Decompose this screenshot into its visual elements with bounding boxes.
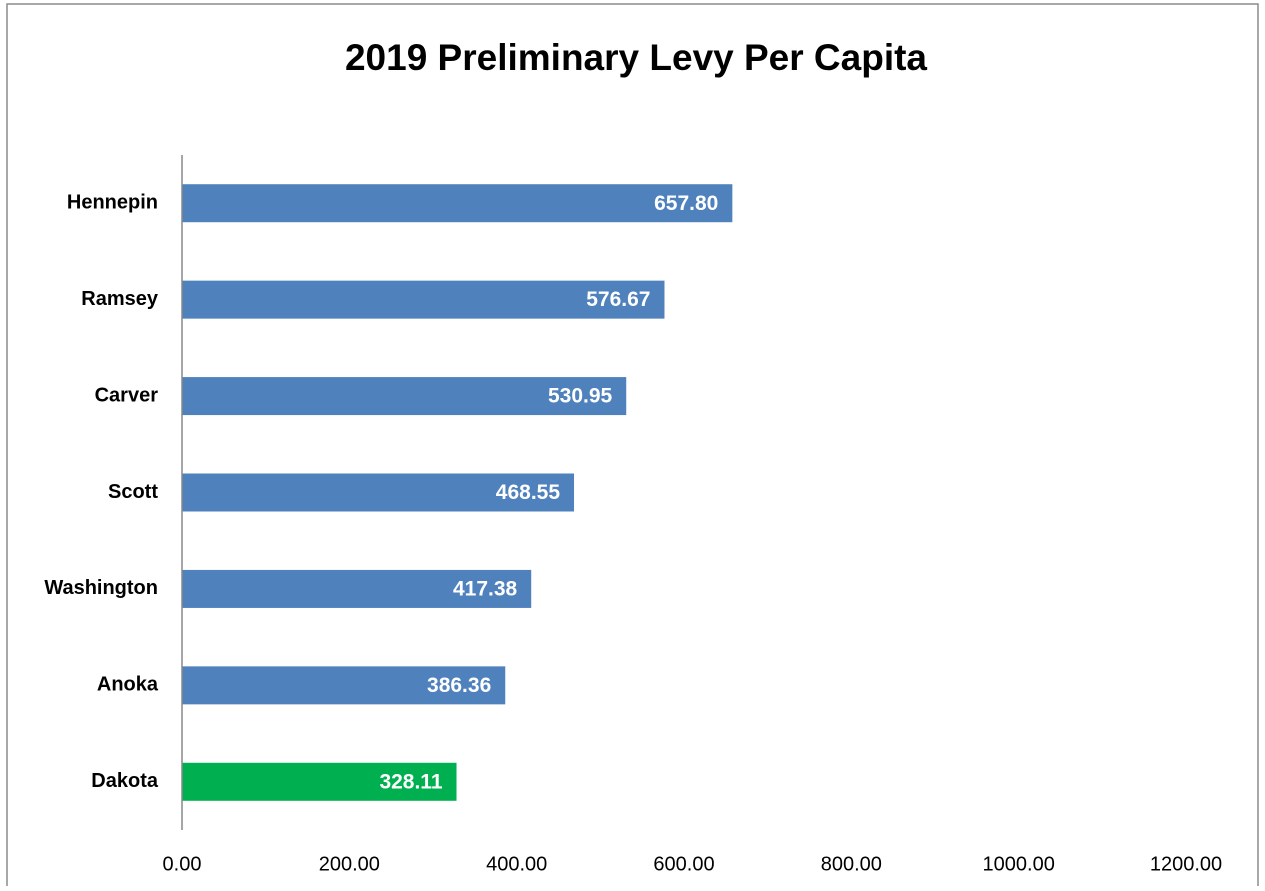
bar xyxy=(182,473,575,512)
x-tick-label: 1000.00 xyxy=(983,853,1055,875)
y-tick-label: Dakota xyxy=(91,770,159,792)
value-label: 657.80 xyxy=(654,192,718,215)
x-tick-label: 400.00 xyxy=(486,853,547,875)
y-tick-label: Ramsey xyxy=(81,288,159,310)
y-tick-label: Washington xyxy=(44,577,158,599)
value-label: 468.55 xyxy=(496,481,561,504)
x-tick-label: 800.00 xyxy=(821,853,882,875)
bar xyxy=(182,666,506,705)
x-tick-label: 600.00 xyxy=(653,853,714,875)
x-tick-label: 200.00 xyxy=(319,853,380,875)
y-tick-label: Hennepin xyxy=(67,191,158,213)
x-tick-label: 1200.00 xyxy=(1150,853,1222,875)
chart-title: 2019 Preliminary Levy Per Capita xyxy=(345,37,927,78)
x-tick-label: 0.00 xyxy=(163,853,202,875)
bar xyxy=(182,762,457,801)
y-tick-label: Carver xyxy=(95,384,159,406)
y-tick-label: Scott xyxy=(108,481,158,503)
bar xyxy=(182,377,627,416)
bar xyxy=(182,569,532,608)
bar xyxy=(182,184,733,223)
bar xyxy=(182,280,665,319)
y-tick-label: Anoka xyxy=(97,674,159,696)
value-label: 386.36 xyxy=(427,674,491,697)
value-label: 530.95 xyxy=(548,385,613,408)
value-label: 328.11 xyxy=(379,770,442,793)
chart-border xyxy=(6,3,1259,891)
value-label: 417.38 xyxy=(453,577,518,600)
value-label: 576.67 xyxy=(586,288,650,311)
